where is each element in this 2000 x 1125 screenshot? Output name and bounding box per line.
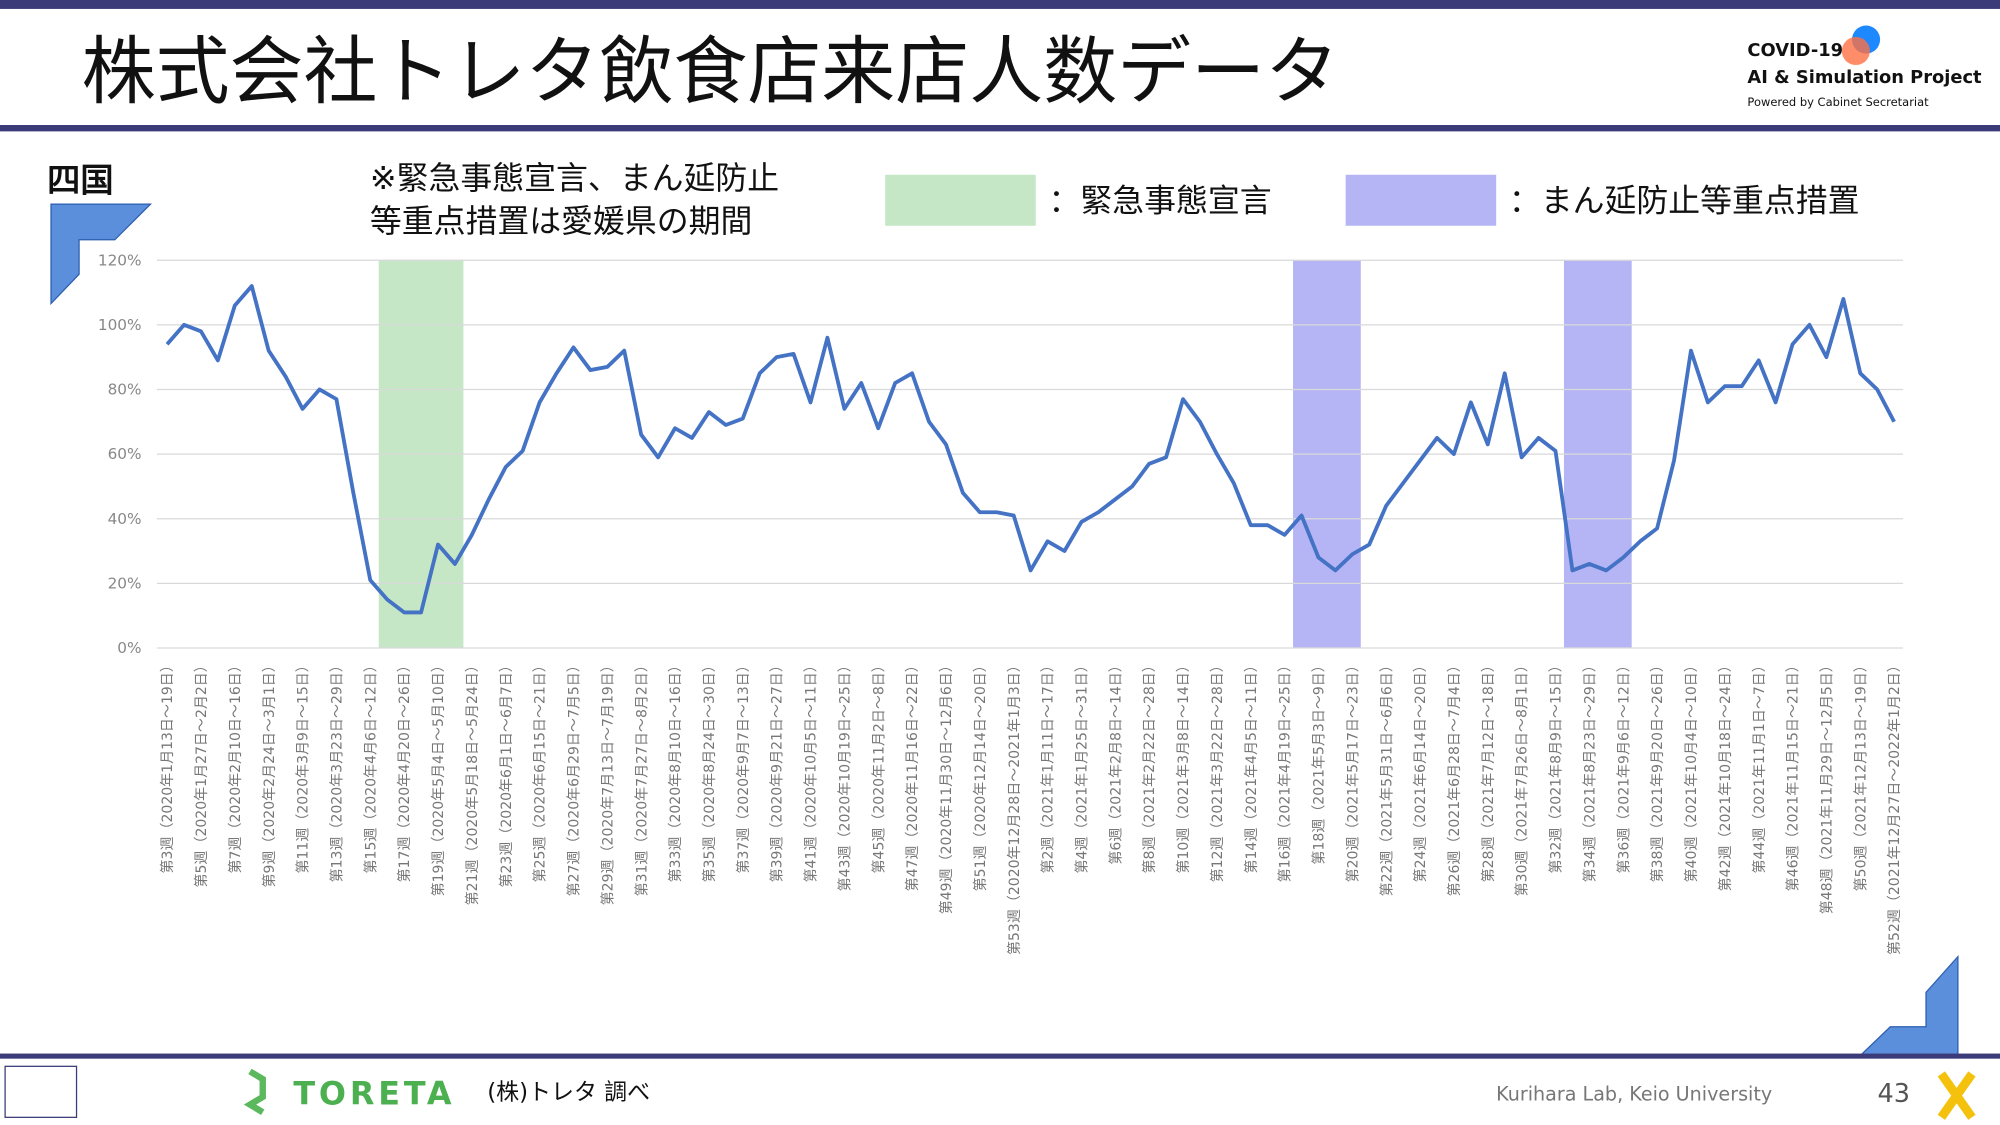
note: 等重点措置は愛媛県の期間 bbox=[370, 202, 753, 240]
x-tick-label: 第30週（2021年7月26日～8月1日） bbox=[1514, 658, 1531, 896]
footer-rule bbox=[0, 1053, 2000, 1059]
x-tick-label: 第7週（2020年2月10日～16日） bbox=[227, 658, 244, 873]
x-tick-label: 第42週（2021年10月18日～24日） bbox=[1717, 658, 1734, 891]
title: 株式会社トレタ飲食店来店人数データ bbox=[82, 29, 1339, 115]
deco-x bbox=[1937, 1071, 1976, 1120]
x-tick-label: 第32週（2021年8月9日～15日） bbox=[1548, 658, 1565, 873]
x-tick-label: 第11週（2020年3月9日～15日） bbox=[295, 658, 312, 873]
data-line bbox=[165, 284, 1896, 615]
x-tick-label: 第15週（2020年4月6日～12日） bbox=[362, 658, 379, 873]
x-tick-label: 第53週（2020年12月28日～2021年1月3日） bbox=[1006, 658, 1023, 955]
x-tick-label: 第10週（2021年3月8日～14日） bbox=[1175, 658, 1192, 873]
x-tick-label: 第24週（2021年6月14日～20日） bbox=[1412, 658, 1429, 882]
x-tick-label: 第12週（2021年3月22日～28日） bbox=[1209, 658, 1226, 882]
x-tick-label: 第27週（2020年6月29日～7月5日） bbox=[566, 658, 583, 896]
x-tick-label: 第19週（2020年5月4日～5月10日） bbox=[430, 658, 447, 896]
y-tick-label: 120% bbox=[98, 251, 142, 269]
y-tick-label: 0% bbox=[117, 639, 141, 657]
source: (株)トレタ 調べ bbox=[487, 1079, 650, 1105]
x-tick-label: 第25週（2020年6月15日～21日） bbox=[532, 658, 549, 882]
x-tick-label: 第50週（2021年12月13日～19日） bbox=[1852, 658, 1869, 891]
y-tick-label: 80% bbox=[108, 381, 142, 399]
region: 四国 bbox=[47, 160, 113, 199]
x-tick-label: 第22週（2021年5月31日～6月6日） bbox=[1378, 658, 1395, 896]
brand-mark bbox=[243, 1068, 266, 1115]
x-tick-label: 第51週（2020年12月14日～20日） bbox=[972, 658, 989, 891]
logo-text: AI & Simulation Project bbox=[1747, 67, 1982, 88]
x-tick-label: 第29週（2020年7月13日～7月19日） bbox=[599, 658, 616, 905]
y-tick-label: 20% bbox=[108, 574, 142, 592]
x-tick-label: 第36週（2021年9月6日～12日） bbox=[1615, 658, 1632, 873]
logo-text: COVID-19 bbox=[1747, 40, 1843, 61]
brand: TORETA bbox=[293, 1075, 455, 1113]
x-tick-label: 第2週（2021年1月11日～17日） bbox=[1040, 658, 1057, 873]
x-tick-label: 第9週（2020年2月24日～3月1日） bbox=[261, 658, 278, 887]
x-tick-label: 第31週（2020年7月27日～8月2日） bbox=[633, 658, 650, 896]
x-tick-label: 第4週（2021年1月25日～31日） bbox=[1074, 658, 1091, 873]
x-tick-label: 第5週（2020年1月27日～2月2日） bbox=[193, 658, 210, 887]
x-tick-label: 第46週（2021年11月15日～21日） bbox=[1785, 658, 1802, 891]
legend-swatch bbox=[885, 174, 1036, 226]
lab: Kurihara Lab, Keio University bbox=[1496, 1083, 1772, 1106]
logo-dot bbox=[1841, 36, 1870, 66]
header-rule bbox=[0, 125, 2000, 132]
x-tick-label: 第16週（2021年4月19日～25日） bbox=[1277, 658, 1294, 882]
x-tick-label: 第43週（2020年10月19日～25日） bbox=[836, 658, 853, 891]
legend-swatch bbox=[1345, 174, 1497, 226]
x-tick-label: 第23週（2020年6月1日～6月7日） bbox=[498, 658, 515, 887]
top-bar bbox=[0, 0, 2000, 9]
x-tick-label: 第38週（2021年9月20日～26日） bbox=[1649, 658, 1666, 882]
x-tick-label: 第14週（2021年4月5日～11日） bbox=[1243, 658, 1260, 873]
x-tick-label: 第47週（2020年11月16日～22日） bbox=[904, 658, 921, 891]
x-tick-label: 第37週（2020年9月7日～13日） bbox=[735, 658, 752, 873]
x-tick-label: 第13週（2020年3月23日～29日） bbox=[329, 658, 346, 882]
corner-deco bbox=[1858, 954, 1959, 1057]
x-tick-label: 第17週（2020年4月20日～26日） bbox=[396, 658, 413, 882]
x-tick-label: 第39週（2020年9月21日～27日） bbox=[769, 658, 786, 882]
x-tick-label: 第28週（2021年7月12日～18日） bbox=[1480, 658, 1497, 882]
x-tick-label: 第3週（2020年1月13日～19日） bbox=[159, 658, 176, 873]
x-tick-label: 第33週（2020年8月10日～16日） bbox=[667, 658, 684, 882]
y-tick-label: 60% bbox=[108, 445, 142, 463]
x-tick-label: 第20週（2021年5月17日～23日） bbox=[1344, 658, 1361, 882]
x-tick-label: 第49週（2020年11月30日～12月6日） bbox=[938, 658, 955, 914]
y-tick-label: 100% bbox=[98, 316, 142, 334]
logo-text: Powered by Cabinet Secretariat bbox=[1747, 95, 1929, 109]
corner-deco bbox=[50, 203, 153, 306]
x-tick-label: 第41週（2020年10月5日～11日） bbox=[803, 658, 820, 882]
x-tick-label: 第44週（2021年11月1日～7日） bbox=[1751, 658, 1768, 873]
x-tick-label: 第40週（2021年10月4日～10日） bbox=[1683, 658, 1700, 882]
note: ※緊急事態宣言、まん延防止 bbox=[370, 159, 779, 197]
x-tick-label: 第52週（2021年12月27日～2022年1月2日） bbox=[1886, 658, 1903, 955]
x-tick-label: 第34週（2021年8月23日～29日） bbox=[1581, 658, 1598, 882]
lab-logo bbox=[4, 1065, 78, 1118]
y-tick-label: 40% bbox=[108, 510, 142, 528]
x-tick-label: 第26週（2021年6月28日～7月4日） bbox=[1446, 658, 1463, 896]
page-number: 43 bbox=[1878, 1079, 1910, 1109]
x-tick-label: 第21週（2020年5月18日～5月24日） bbox=[464, 658, 481, 905]
x-tick-label: 第45週（2020年11月2日～8日） bbox=[870, 658, 887, 873]
legend-label: ：緊急事態宣言 bbox=[1048, 182, 1271, 220]
x-tick-label: 第8週（2021年2月22日～28日） bbox=[1141, 658, 1158, 873]
x-tick-label: 第35週（2020年8月24日～30日） bbox=[701, 658, 718, 882]
x-tick-label: 第48週（2021年11月29日～12月5日） bbox=[1819, 658, 1836, 914]
legend-label: ：まん延防止等重点措置 bbox=[1509, 182, 1860, 220]
x-tick-label: 第18週（2021年5月3日～9日） bbox=[1311, 658, 1328, 864]
x-tick-label: 第6週（2021年2月8日～14日） bbox=[1107, 658, 1124, 864]
